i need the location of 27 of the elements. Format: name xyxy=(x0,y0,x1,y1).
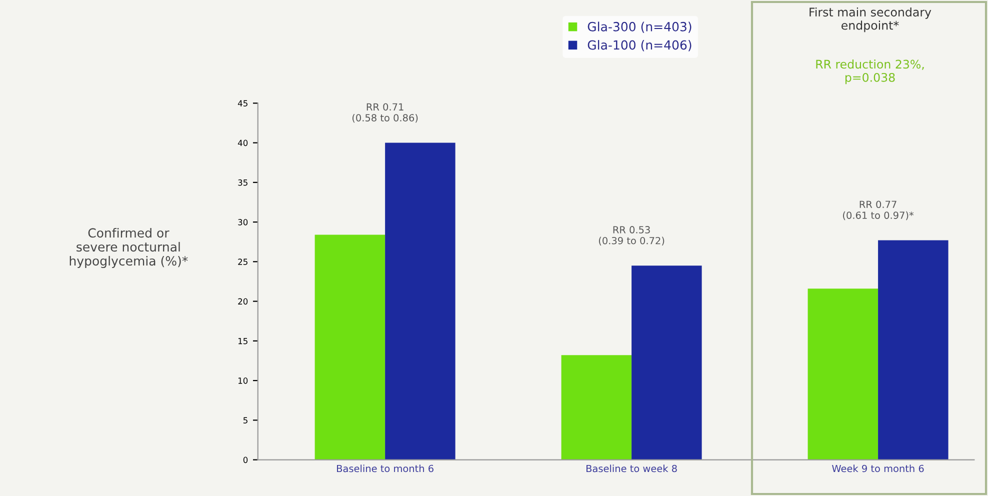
y-tick-label: 0 xyxy=(243,456,248,464)
legend-label: Gla-100 (n=406) xyxy=(588,40,692,52)
x-tick-label: Baseline to week 8 xyxy=(586,464,677,472)
y-axis-title: Confirmed or severe nocturnal hypoglycemia (%)* xyxy=(70,228,188,268)
legend-label: Gla-300 (n=403) xyxy=(588,22,692,33)
y-tick-label: 10 xyxy=(238,378,248,384)
annotation: RR 0.77 (0.61 to 0.97)* xyxy=(843,200,914,220)
annotation: RR 0.71 (0.58 to 0.86) xyxy=(352,103,418,123)
bar xyxy=(314,234,386,460)
bar xyxy=(632,266,702,460)
y-tick-label: 20 xyxy=(238,298,248,305)
text: RR reduction 23%, p=0.038 xyxy=(816,60,924,84)
y-tick-label: 5 xyxy=(243,417,248,424)
bar xyxy=(808,288,878,460)
y-tick-label: 30 xyxy=(238,219,248,226)
text: First main secondary endpoint* xyxy=(810,7,932,32)
bar xyxy=(385,142,456,460)
y-tick-label: 25 xyxy=(238,258,248,265)
annotation: RR 0.53 (0.39 to 0.72) xyxy=(598,226,664,246)
bar xyxy=(561,355,632,460)
x-tick-label: Week 9 to month 6 xyxy=(832,464,924,472)
bar xyxy=(878,240,948,460)
y-tick-label: 45 xyxy=(238,100,248,106)
x-tick-label: Baseline to month 6 xyxy=(337,464,434,472)
y-tick-label: 40 xyxy=(238,140,248,146)
y-tick-label: 35 xyxy=(238,179,248,186)
y-tick-label: 15 xyxy=(238,338,248,344)
